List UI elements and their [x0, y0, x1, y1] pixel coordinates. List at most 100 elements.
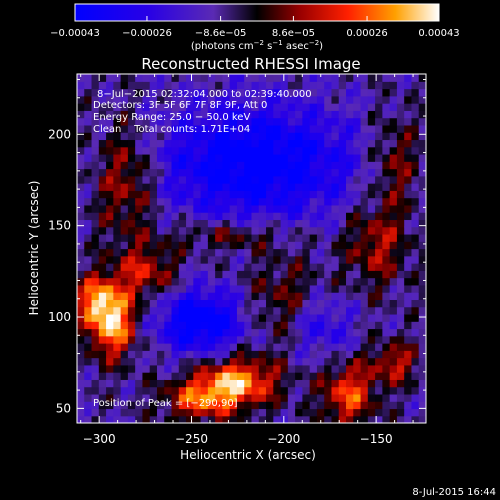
heatmap-cell [200, 132, 209, 141]
heatmap-cell [207, 393, 216, 402]
y-tick-label: 200 [48, 127, 71, 141]
heatmap-cell [178, 415, 187, 423]
heatmap-cell [324, 299, 333, 308]
heatmap-cell [193, 74, 202, 82]
heatmap-cell [338, 124, 347, 133]
heatmap-cell [331, 190, 340, 199]
heatmap-cell [229, 393, 238, 402]
heatmap-cell [149, 343, 158, 351]
heatmap-cell [135, 233, 144, 242]
heatmap-cell [346, 117, 354, 126]
heatmap-cell [367, 153, 376, 162]
heatmap-cell [360, 153, 369, 162]
heatmap-cell [418, 233, 426, 242]
heatmap-cell [106, 408, 114, 417]
heatmap-cell [360, 343, 369, 351]
heatmap-cell [251, 81, 260, 90]
heatmap-cell [258, 212, 267, 221]
heatmap-cell [91, 284, 100, 293]
heatmap-cell [280, 372, 289, 380]
heatmap-cell [106, 110, 114, 119]
heatmap-cell [396, 372, 405, 380]
heatmap-cell [346, 95, 354, 104]
heatmap-cell [302, 183, 311, 191]
heatmap-cell [266, 263, 274, 271]
heatmap-cell [382, 233, 391, 242]
heatmap-cell [331, 95, 340, 104]
heatmap-cell [120, 335, 129, 344]
heatmap-cell [331, 270, 340, 279]
heatmap-cell [84, 168, 93, 177]
heatmap-cell [186, 212, 194, 221]
heatmap-cell [98, 81, 107, 90]
heatmap-cell [331, 277, 340, 286]
heatmap-cell [222, 219, 231, 228]
heatmap-cell [207, 284, 216, 293]
heatmap-cell [171, 386, 180, 395]
heatmap-cell [367, 110, 376, 119]
heatmap-cell [200, 183, 209, 191]
heatmap-cell [98, 146, 107, 155]
heatmap-cell [120, 350, 129, 359]
heatmap-cell [280, 415, 289, 423]
heatmap-cell [229, 241, 238, 250]
heatmap-cell [207, 379, 216, 388]
heatmap-cell [258, 263, 267, 271]
heatmap-cell [338, 175, 347, 184]
heatmap-cell [207, 95, 216, 104]
heatmap-cell [382, 335, 391, 344]
heatmap-cell [91, 241, 100, 250]
heatmap-cell [353, 153, 362, 162]
heatmap-cell [266, 401, 274, 410]
heatmap-cell [251, 415, 260, 423]
heatmap-cell [258, 219, 267, 228]
heatmap-cell [295, 132, 303, 141]
heatmap-cell [287, 81, 296, 90]
heatmap-cell [193, 139, 202, 148]
heatmap-cell [178, 197, 187, 206]
heatmap-cell [135, 270, 144, 279]
heatmap-cell [266, 226, 274, 235]
heatmap-cell [113, 183, 122, 191]
heatmap-cell [331, 183, 340, 191]
heatmap-cell [207, 88, 216, 97]
heatmap-cell [346, 415, 354, 423]
heatmap-cell [251, 74, 260, 82]
heatmap-cell [280, 219, 289, 228]
heatmap-cell [266, 372, 274, 380]
heatmap-cell [375, 284, 383, 293]
heatmap-cell [178, 263, 187, 271]
heatmap-cell [127, 175, 136, 184]
heatmap-cell [418, 219, 426, 228]
heatmap-cell [316, 146, 325, 155]
heatmap-cell [222, 139, 231, 148]
heatmap-cell [106, 226, 114, 235]
heatmap-cell [207, 74, 216, 82]
heatmap-cell [178, 364, 187, 373]
heatmap-cell [258, 124, 267, 133]
heatmap-cell [156, 175, 165, 184]
heatmap-cell [266, 139, 274, 148]
heatmap-cell [84, 183, 93, 191]
heatmap-cell [309, 313, 318, 322]
heatmap-cell [164, 357, 173, 366]
heatmap-cell [127, 357, 136, 366]
heatmap-cell [91, 379, 100, 388]
heatmap-cell [171, 393, 180, 402]
heatmap-cell [367, 386, 376, 395]
heatmap-cell [404, 335, 413, 344]
heatmap-cell [106, 248, 114, 257]
heatmap-cell [156, 248, 165, 257]
heatmap-cell [346, 103, 354, 111]
heatmap-cell [309, 103, 318, 111]
heatmap-cell [396, 197, 405, 206]
heatmap-cell [295, 117, 303, 126]
heatmap-cell [215, 219, 224, 228]
heatmap-cell [236, 299, 245, 308]
heatmap-cell [338, 299, 347, 308]
heatmap-cell [346, 175, 354, 184]
heatmap-cell [98, 313, 107, 322]
heatmap-cell [338, 241, 347, 250]
heatmap-cell [324, 197, 333, 206]
heatmap-cell [244, 372, 253, 380]
